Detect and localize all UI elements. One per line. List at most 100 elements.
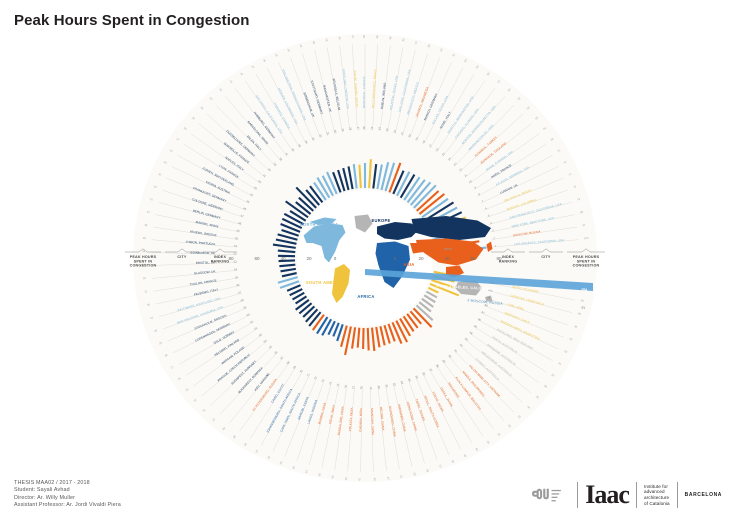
- map-region-label-europe: EUROPE: [371, 218, 390, 223]
- bar-segment: [409, 310, 422, 325]
- legend-left-peak-hours-text: CONGESTION: [130, 264, 157, 268]
- city-label: LISBON, PORTUGAL: [186, 240, 216, 247]
- rank-number: 15: [441, 151, 446, 156]
- outer-value-label: 62: [569, 337, 574, 342]
- city-label: KOLKATA, INDIA: [348, 407, 354, 431]
- rank-number: 55: [235, 275, 239, 279]
- leader-line: [158, 201, 242, 225]
- leader-line: [448, 95, 506, 162]
- outer-value-label: 50: [401, 38, 406, 42]
- outer-value-label: 48: [574, 324, 579, 329]
- leader-line: [394, 49, 416, 134]
- bar-segment: [375, 326, 381, 348]
- bar-segment: [399, 174, 416, 199]
- rank-number: 83: [400, 381, 405, 385]
- legend-right-peak-hours-text: CONGESTION: [573, 264, 600, 268]
- outer-value-label: 70: [556, 148, 561, 153]
- leader-line: [151, 269, 238, 279]
- leader-line: [415, 375, 450, 455]
- city-label: PALERMO, ITALY: [194, 287, 219, 296]
- outer-value-label: 33: [142, 263, 146, 267]
- outer-value-label: 58: [375, 35, 379, 39]
- outer-value-label: 33: [507, 423, 512, 428]
- leader-line: [473, 325, 547, 373]
- institute-line-0: Institute for: [643, 483, 668, 489]
- axis-tick-right-0: 0: [394, 256, 397, 261]
- outer-value-label: 49: [388, 36, 392, 40]
- map-region-label-africa: AFRICA: [357, 294, 374, 299]
- rank-number: 9: [473, 185, 477, 189]
- outer-value-label: 75: [573, 184, 578, 189]
- bar-segment: [387, 323, 396, 342]
- rank-number: 68: [285, 360, 290, 365]
- leader-line: [151, 252, 238, 255]
- rank-number: 12: [458, 167, 463, 172]
- city-label: GUANGZHOU, CHINA: [388, 406, 397, 438]
- city-label: LIMA, PERU: [507, 302, 525, 311]
- leader-line: [167, 307, 248, 342]
- leader-line: [326, 47, 343, 133]
- bar-segment: [376, 164, 383, 190]
- rank-number: 89: [442, 359, 447, 364]
- bar-segment: [332, 322, 340, 337]
- leader-line: [483, 177, 564, 211]
- rank-number: 95: [473, 324, 478, 329]
- leader-line: [483, 305, 564, 338]
- city-label: MUMBAI, INDIA: [317, 402, 327, 425]
- bar-segment: [358, 164, 362, 189]
- outer-value-label: 47: [386, 477, 390, 481]
- leader-line: [153, 226, 239, 240]
- leader-line: [239, 361, 291, 432]
- bar-segment: [423, 294, 436, 304]
- outer-value-label: 29: [158, 340, 163, 345]
- leader-line: [488, 201, 572, 225]
- outer-value-label: 39: [200, 106, 205, 111]
- bar-segment: [279, 263, 296, 268]
- leader-line: [488, 290, 572, 313]
- leader-line: [198, 123, 266, 178]
- axis-tick-right-40: 40: [444, 256, 450, 261]
- leader-line: [190, 133, 261, 184]
- rank-number: 28: [348, 127, 352, 131]
- leader-line: [459, 344, 523, 403]
- outer-value-label: 69: [550, 137, 555, 142]
- leader-line: [430, 73, 475, 148]
- rank-number: 1: [494, 244, 496, 248]
- outer-value-label: 32: [143, 276, 147, 280]
- bar-segment: [379, 326, 386, 346]
- leader-line: [339, 45, 351, 131]
- leader-line: [302, 53, 328, 136]
- rank-number: 35: [297, 143, 302, 148]
- region-oceania: [455, 280, 482, 296]
- rank-number: 17: [428, 143, 433, 148]
- outer-value-label: 40: [581, 298, 585, 303]
- rank-number: 41: [262, 173, 267, 178]
- rank-number: 16: [434, 147, 439, 152]
- rank-number: 99: [487, 295, 492, 300]
- rank-number: 100: [488, 288, 494, 293]
- rank-number: 3: [492, 228, 495, 232]
- leader-line: [372, 44, 378, 131]
- leader-line: [468, 332, 540, 383]
- rank-number: 75: [336, 383, 341, 387]
- outer-value-label: 43: [330, 475, 334, 479]
- bar-segment: [412, 307, 433, 328]
- iaac-wordmark: Iaac: [585, 480, 630, 509]
- city-label: LONDON, UK: [499, 183, 518, 195]
- leader-line: [441, 360, 494, 430]
- region-north-america-arctic: [309, 217, 337, 225]
- rank-number: 29: [341, 128, 346, 132]
- region-middle-east: [410, 243, 424, 254]
- city-label: CHENNAI, INDIA: [358, 408, 362, 432]
- outer-value-label: 31: [202, 407, 207, 412]
- leader-line: [266, 67, 307, 145]
- ucs-logo-icon: [532, 482, 566, 508]
- rank-number: 4: [490, 221, 493, 225]
- leader-line: [360, 385, 363, 472]
- rank-number: 98: [484, 303, 489, 308]
- leader-line: [347, 385, 355, 472]
- rank-number: 82: [392, 383, 397, 387]
- legend-right-city-text: CITY: [541, 255, 551, 259]
